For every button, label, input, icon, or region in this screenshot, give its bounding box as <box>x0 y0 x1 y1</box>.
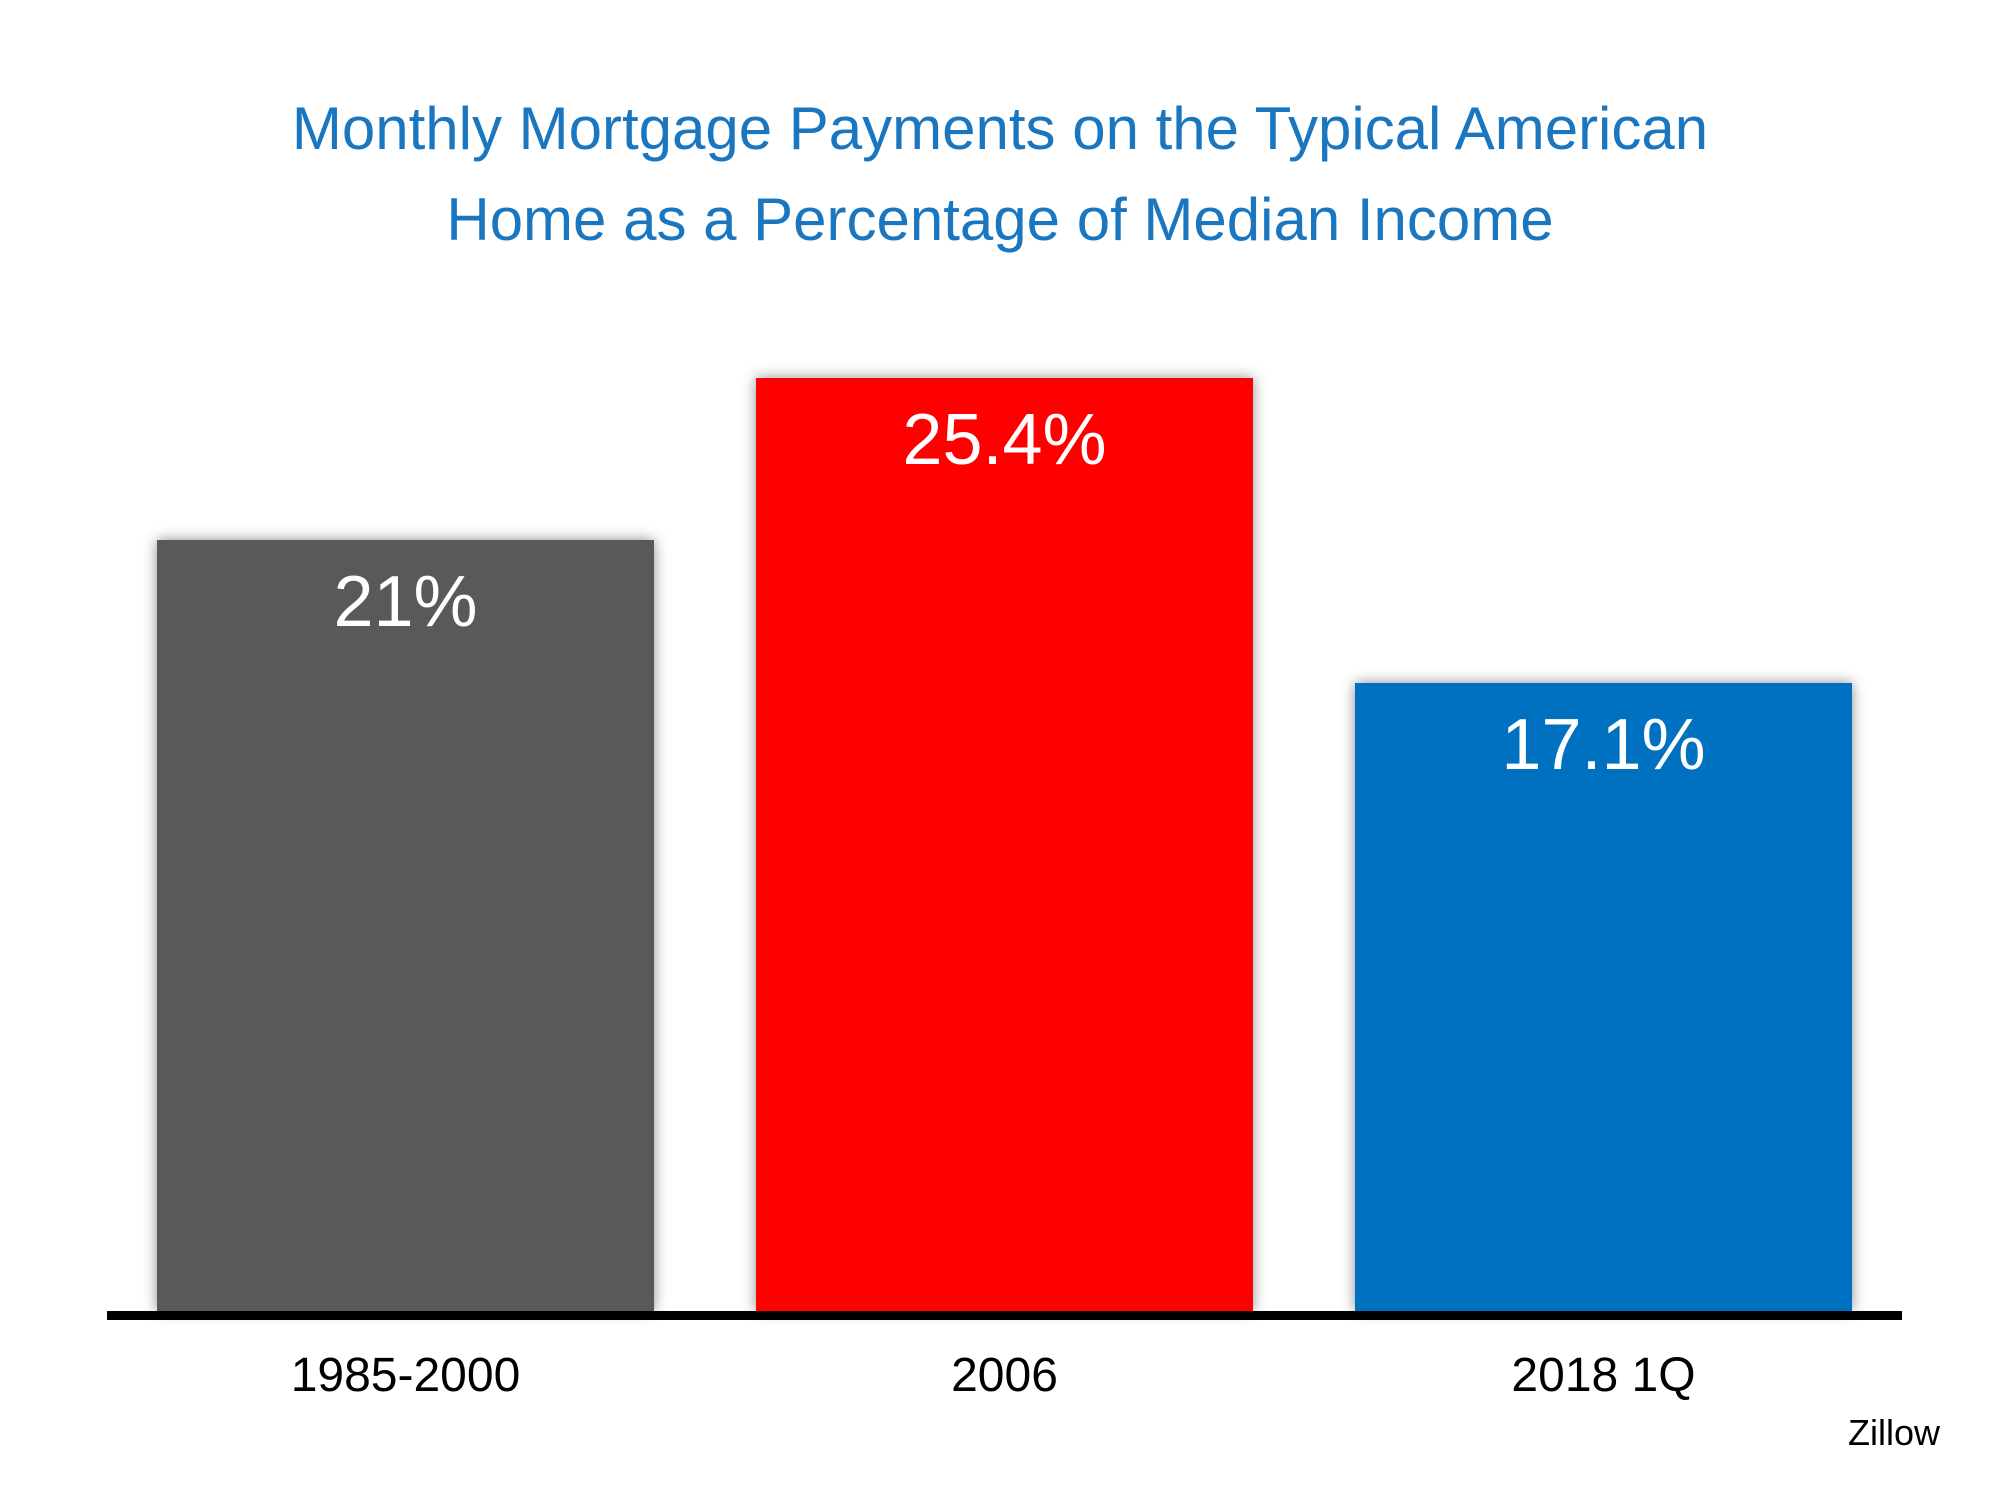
chart-title-line2: Home as a Percentage of Median Income <box>446 186 1554 253</box>
x-axis-label-1985-2000: 1985-2000 <box>290 1349 521 1402</box>
x-axis-line <box>107 1311 1902 1320</box>
bar-2006: 25.4% <box>756 378 1253 1311</box>
x-axis-label-2006: 2006 <box>951 1349 1058 1402</box>
x-axis-label-2018 1Q: 2018 1Q <box>1511 1349 1696 1402</box>
chart-title-line1: Monthly Mortgage Payments on the Typical… <box>291 95 1709 162</box>
bar-value-label-2006: 25.4% <box>902 400 1107 480</box>
bar-value-label-1985-2000: 21% <box>333 561 478 642</box>
bar-chart-plot-area: 21% 25.4% 17.1% <box>107 378 1902 1311</box>
x-axis-labels-row: 1985-2000 2006 2018 1Q <box>107 1348 1902 1403</box>
bar-1985-2000: 21% <box>157 539 654 1311</box>
bar-2018 1Q: 17.1% <box>1355 682 1852 1311</box>
source-credit: Zillow <box>1847 1412 1940 1453</box>
chart-title: Monthly Mortgage Payments on the Typical… <box>0 83 2000 265</box>
bar-value-label-2018 1Q: 17.1% <box>1501 704 1706 785</box>
